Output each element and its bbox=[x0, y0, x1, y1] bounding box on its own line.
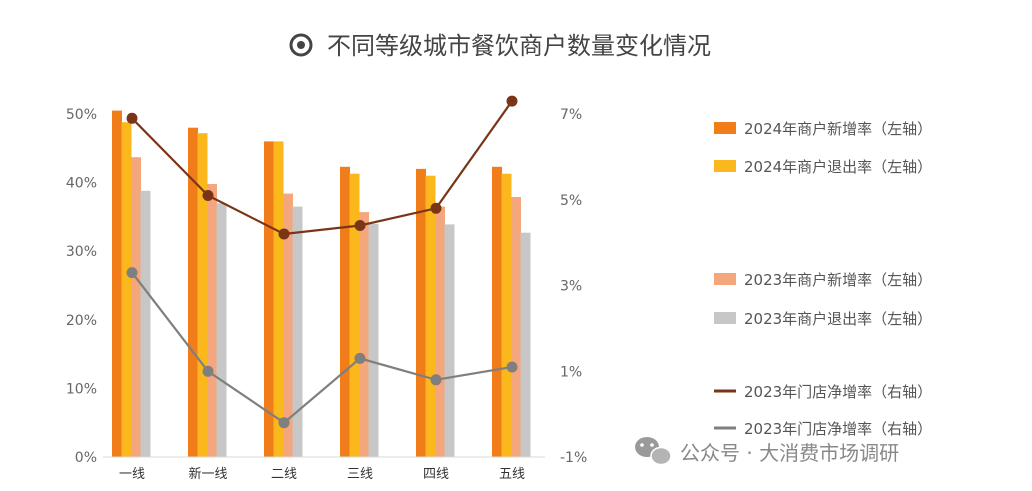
category-label: 四线 bbox=[423, 467, 449, 482]
bar bbox=[416, 168, 426, 457]
line-point bbox=[126, 112, 138, 124]
category-labels: 一线 新一线 二线 三线 四线 五线 bbox=[119, 466, 525, 482]
bar bbox=[501, 173, 512, 457]
bar bbox=[188, 127, 198, 457]
title-text: 不同等级城市餐饮商户数量变化情况 bbox=[327, 32, 711, 60]
right-tick-label: 7% bbox=[560, 107, 582, 123]
bar bbox=[444, 224, 455, 457]
bar bbox=[340, 166, 350, 458]
category-label: 二线 bbox=[271, 467, 297, 482]
legend: 2024年商户新增率（左轴） 2024年商户退出率（左轴） 2023年商户新增率（左… bbox=[714, 120, 932, 438]
legend-label: 2024年商户新增率（左轴） bbox=[744, 120, 932, 138]
left-tick-label: 0% bbox=[75, 450, 97, 466]
bar bbox=[511, 197, 521, 457]
category-label: 五线 bbox=[499, 467, 525, 482]
legend-swatch bbox=[714, 122, 736, 134]
left-tick-label: 10% bbox=[66, 381, 97, 397]
watermark-text: 公众号 · 大消费市场调研 bbox=[680, 441, 899, 465]
right-tick-label: -1% bbox=[560, 450, 587, 466]
bar bbox=[264, 141, 274, 457]
right-tick-label: 5% bbox=[560, 193, 582, 209]
legend-label: 2024年商户退出率（左轴） bbox=[744, 158, 932, 176]
bars-layer bbox=[112, 110, 531, 458]
bar bbox=[197, 133, 208, 457]
bar bbox=[349, 173, 360, 457]
line-point bbox=[278, 417, 290, 429]
bar bbox=[112, 110, 122, 457]
bar bbox=[207, 184, 217, 457]
category-label: 三线 bbox=[347, 467, 373, 482]
bar bbox=[359, 212, 369, 457]
left-axis: 0% 10% 20% 30% 40% 50% bbox=[66, 107, 97, 466]
target-icon bbox=[289, 33, 313, 57]
bar bbox=[121, 122, 132, 457]
category-label: 一线 bbox=[119, 467, 145, 482]
legend-swatch bbox=[714, 312, 736, 324]
bar bbox=[216, 203, 227, 457]
legend-label: 2023年商户退出率（左轴） bbox=[744, 310, 932, 328]
bar bbox=[292, 206, 303, 457]
left-tick-label: 40% bbox=[66, 176, 97, 192]
left-tick-label: 20% bbox=[66, 313, 97, 329]
right-axis: -1% 1% 3% 5% 7% bbox=[560, 107, 587, 466]
legend-label: 2023年商户新增率（左轴） bbox=[744, 271, 932, 289]
line-point bbox=[430, 374, 442, 386]
series-line bbox=[131, 100, 513, 236]
legend-label: 2023年门店净增率（右轴） bbox=[744, 420, 932, 438]
legend-swatch bbox=[714, 273, 736, 285]
bar bbox=[425, 175, 436, 457]
lines-layer bbox=[126, 95, 518, 429]
bar bbox=[435, 206, 445, 457]
bar bbox=[131, 157, 141, 457]
right-tick-label: 1% bbox=[560, 364, 582, 380]
bar bbox=[140, 190, 151, 458]
left-tick-label: 30% bbox=[66, 244, 97, 260]
line-point bbox=[506, 361, 518, 373]
line-point bbox=[354, 220, 366, 231]
bar bbox=[520, 232, 531, 457]
legend-swatch bbox=[714, 160, 736, 172]
left-tick-label: 50% bbox=[66, 107, 97, 123]
bar bbox=[273, 141, 284, 457]
line-point bbox=[354, 352, 366, 364]
wechat-icon bbox=[635, 437, 672, 466]
watermark: 公众号 · 大消费市场调研 bbox=[635, 437, 899, 466]
legend-label: 2023年门店净增率（右轴） bbox=[744, 383, 932, 401]
bar bbox=[283, 193, 293, 457]
line-point bbox=[506, 95, 518, 107]
bar bbox=[368, 223, 379, 457]
target-icon-dot bbox=[297, 41, 305, 49]
chart-title: 不同等级城市餐饮商户数量变化情况 bbox=[289, 32, 711, 60]
series-line bbox=[131, 271, 513, 425]
category-label: 新一线 bbox=[188, 466, 227, 482]
line-point bbox=[278, 228, 290, 240]
line-point bbox=[202, 365, 214, 377]
bar bbox=[492, 166, 502, 458]
line-point bbox=[202, 190, 214, 201]
line-point bbox=[430, 202, 442, 214]
line-point bbox=[126, 267, 138, 279]
right-tick-label: 3% bbox=[560, 279, 582, 295]
